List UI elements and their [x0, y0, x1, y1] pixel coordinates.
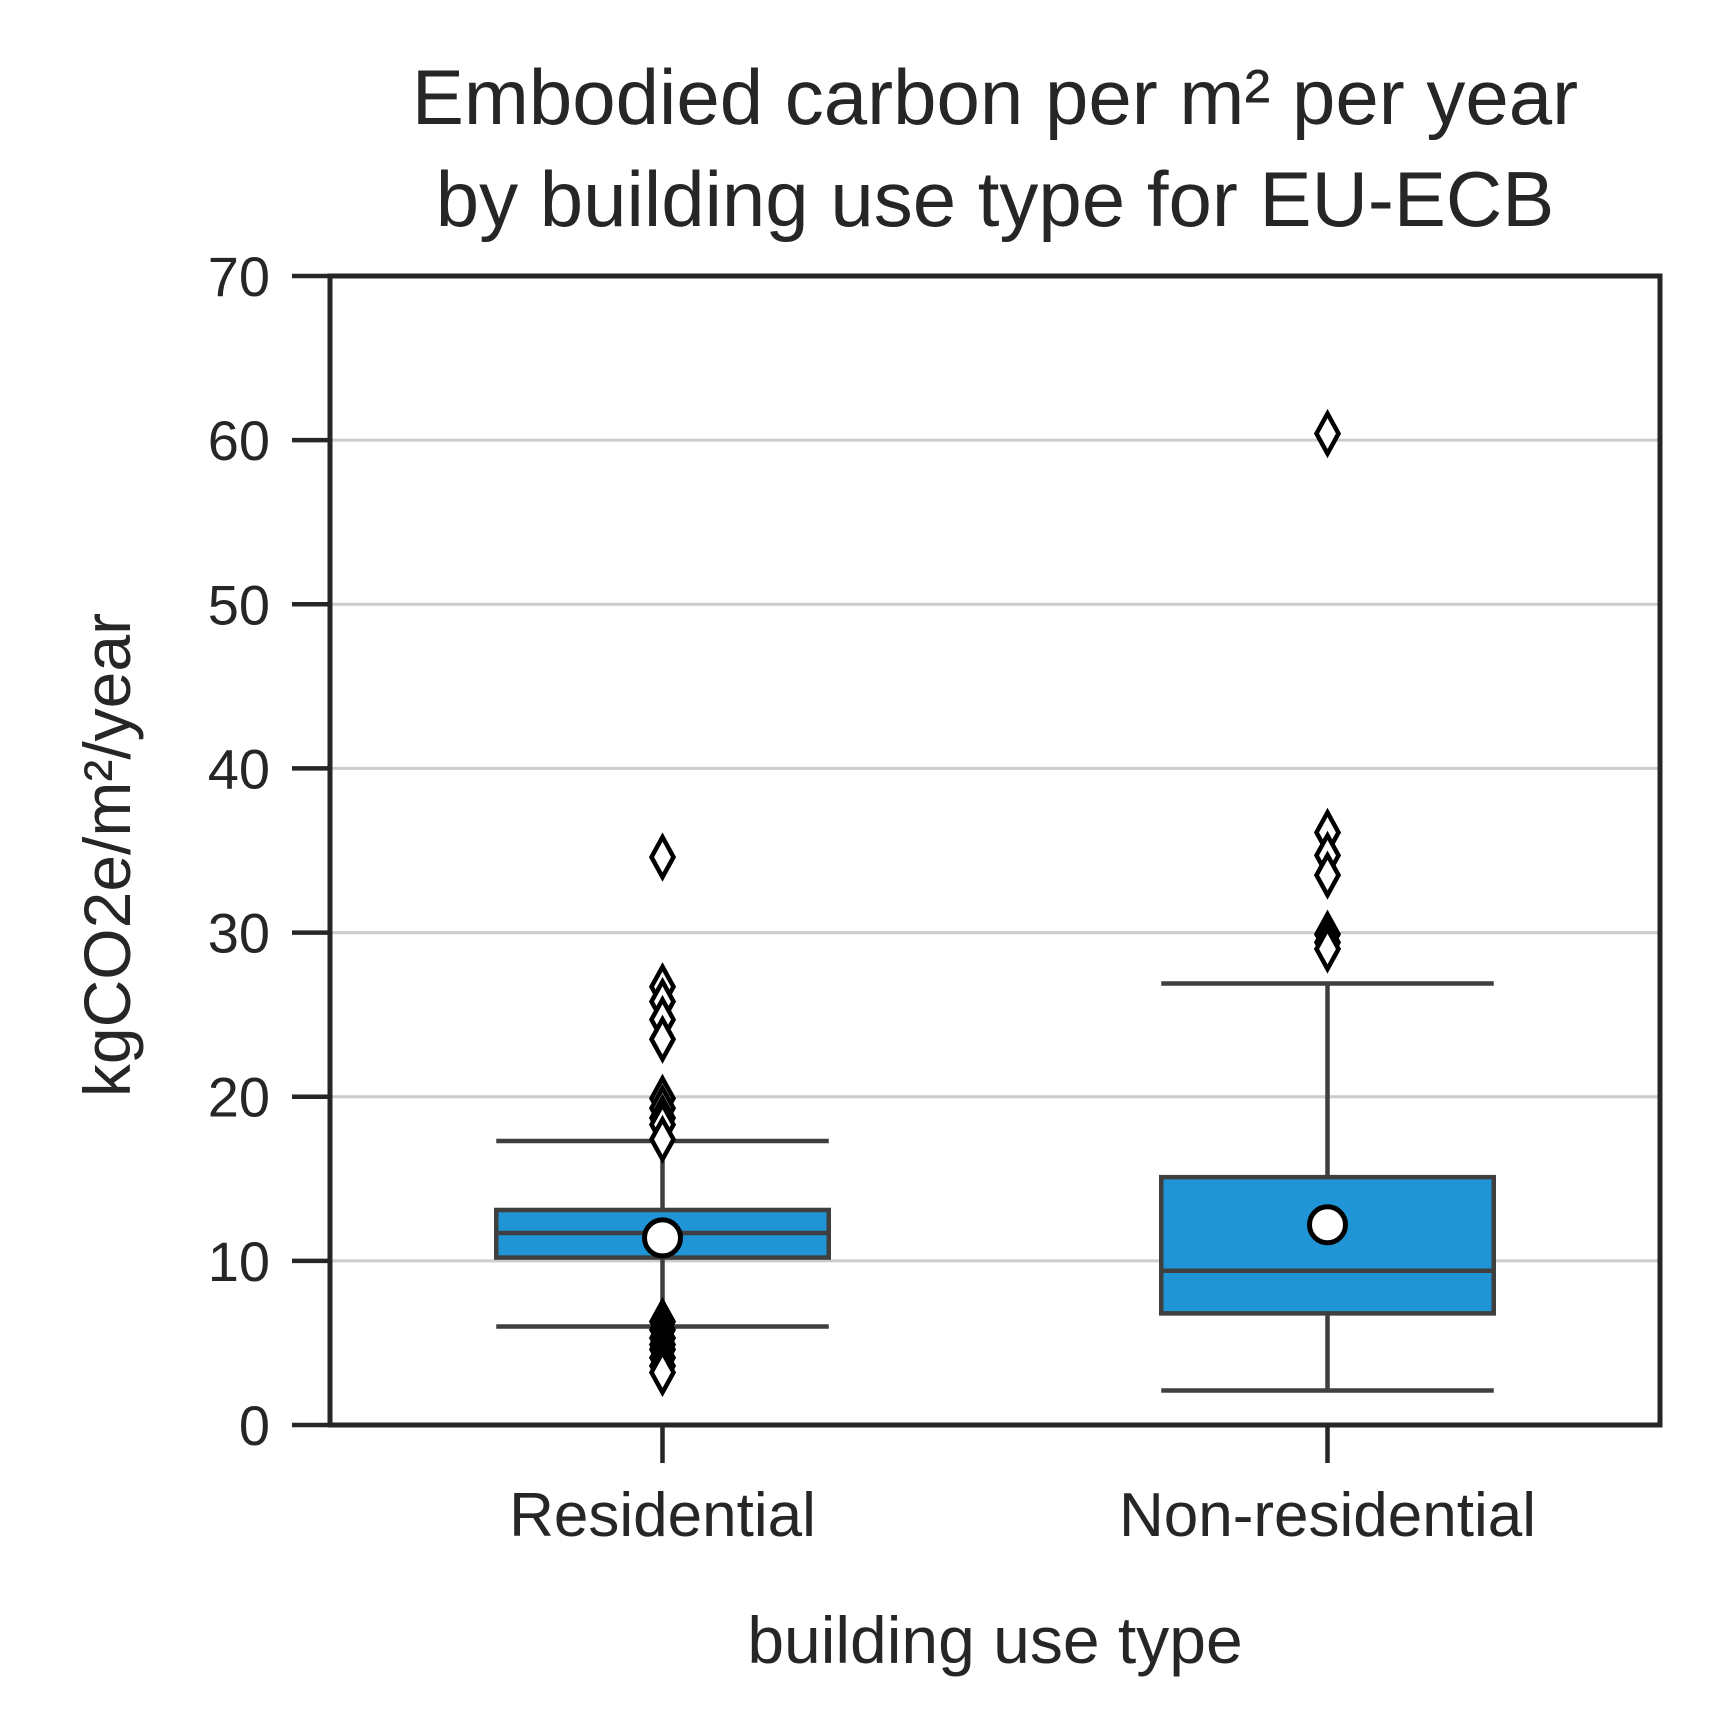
- outlier-marker-residential: [648, 1347, 677, 1398]
- mean-marker-residential: [642, 1217, 683, 1259]
- outlier-marker-residential: [648, 832, 677, 882]
- x-axis-label: building use type: [747, 1603, 1242, 1677]
- chart-title-line-2: by building use type for EU-ECB: [436, 155, 1555, 243]
- plot-frame: [327, 273, 1663, 1428]
- chart-title-line-1: Embodied carbon per m² per year: [412, 53, 1578, 141]
- mean-marker-non-residential: [1307, 1204, 1348, 1246]
- y-tick-label: 10: [208, 1230, 270, 1293]
- y-tick-label: 40: [208, 737, 270, 800]
- y-tick-label: 30: [208, 902, 270, 965]
- outlier-marker-residential: [648, 1014, 677, 1064]
- iqr-box-non-residential: [1159, 1174, 1496, 1316]
- x-tick-label-non-residential: Non-residential: [1119, 1481, 1536, 1550]
- y-tick-label: 50: [208, 573, 270, 636]
- outlier-marker-non-residential: [1313, 408, 1342, 459]
- markers: [642, 408, 1348, 1398]
- y-tick-label: 0: [239, 1394, 270, 1457]
- y-tick-label: 20: [208, 1066, 270, 1129]
- y-tick-label: 60: [208, 409, 270, 472]
- y-tick-label: 70: [208, 245, 270, 308]
- outlier-marker-non-residential: [1313, 924, 1342, 974]
- labels: Embodied carbon per m² per year by build…: [70, 53, 1578, 1677]
- axes: [292, 273, 1663, 1463]
- outlier-marker-non-residential: [1313, 850, 1342, 900]
- gridlines: [330, 438, 1660, 1263]
- outlier-marker-residential: [648, 1114, 677, 1165]
- x-tick-label-residential: Residential: [509, 1481, 816, 1550]
- y-axis-label: kgCO2e/m²/year: [70, 613, 144, 1097]
- boxes: [494, 981, 1496, 1393]
